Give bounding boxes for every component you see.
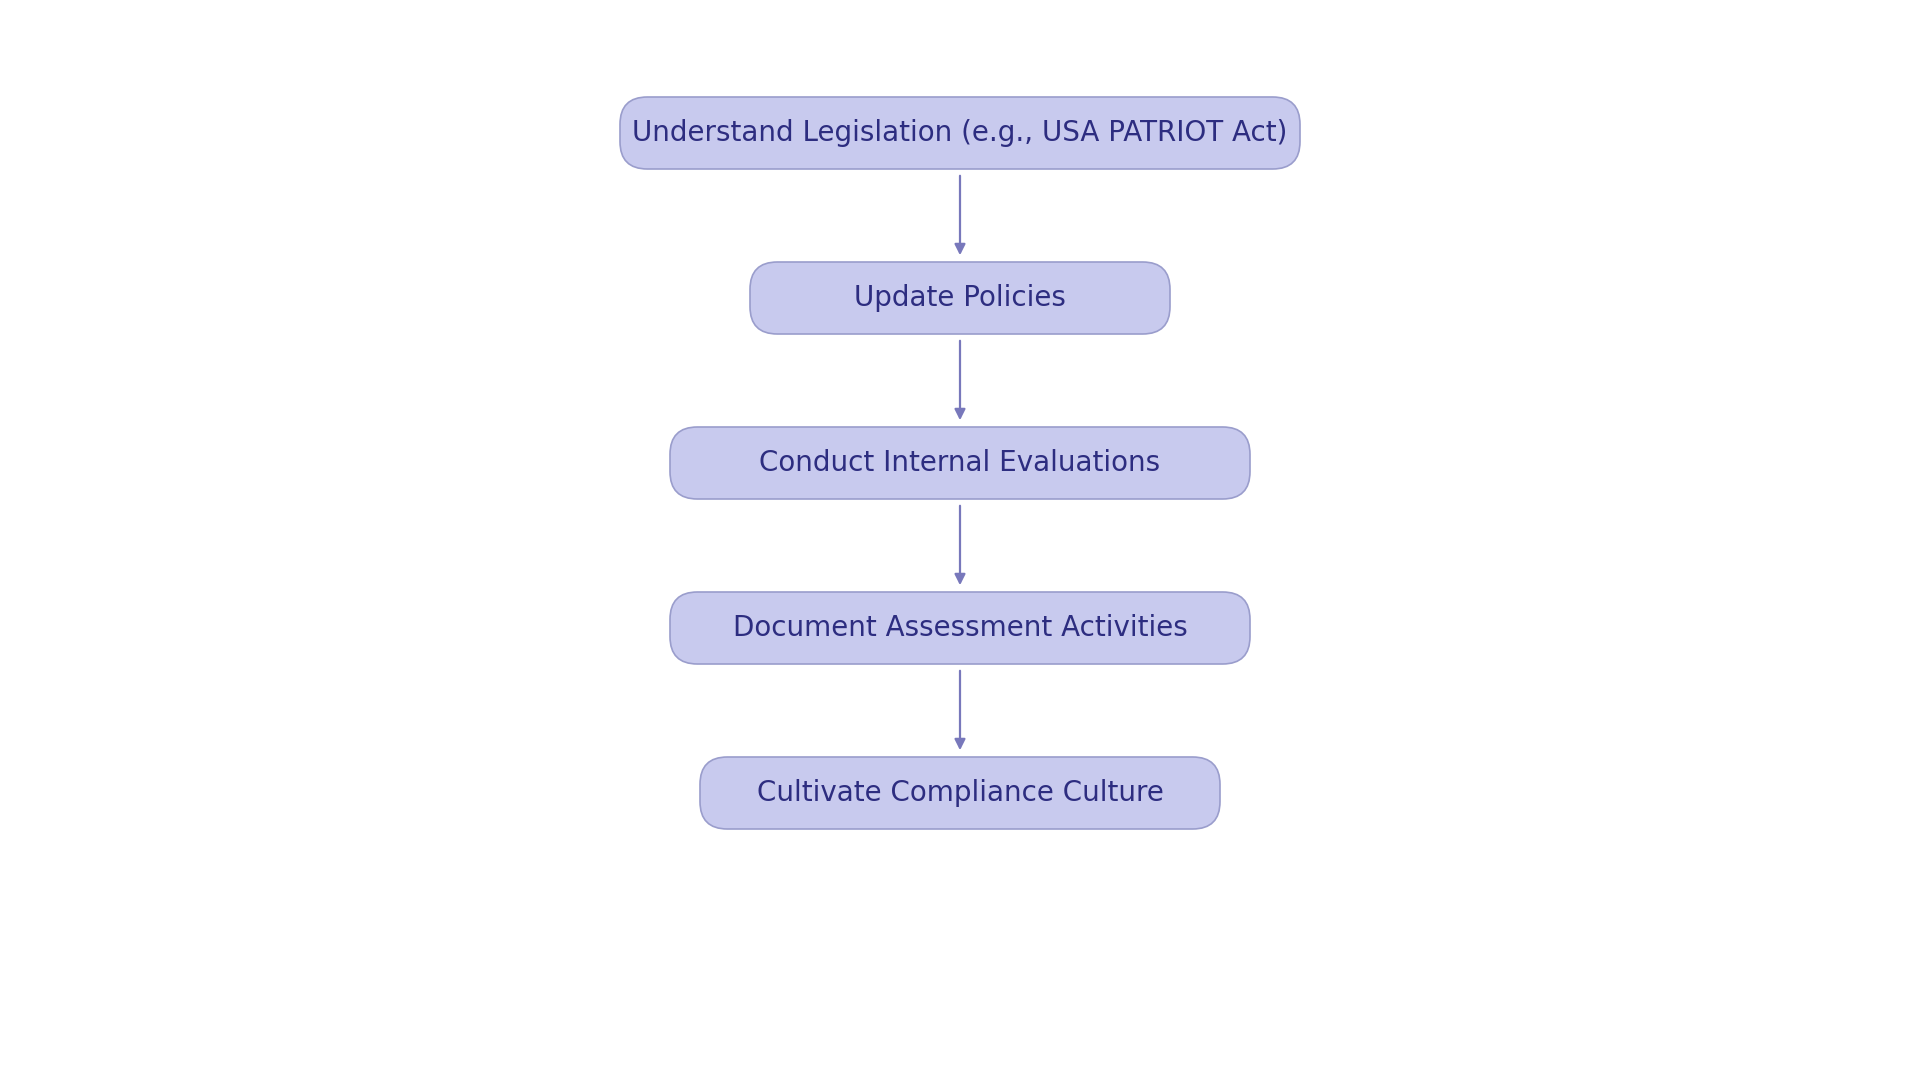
- Text: Update Policies: Update Policies: [854, 284, 1066, 312]
- FancyBboxPatch shape: [620, 97, 1300, 169]
- FancyBboxPatch shape: [701, 757, 1219, 828]
- Text: Cultivate Compliance Culture: Cultivate Compliance Culture: [756, 779, 1164, 807]
- Text: Conduct Internal Evaluations: Conduct Internal Evaluations: [760, 449, 1160, 477]
- Text: Understand Legislation (e.g., USA PATRIOT Act): Understand Legislation (e.g., USA PATRIO…: [632, 119, 1288, 147]
- FancyBboxPatch shape: [670, 592, 1250, 664]
- Text: Document Assessment Activities: Document Assessment Activities: [733, 614, 1187, 642]
- FancyBboxPatch shape: [670, 427, 1250, 499]
- FancyBboxPatch shape: [751, 262, 1169, 334]
